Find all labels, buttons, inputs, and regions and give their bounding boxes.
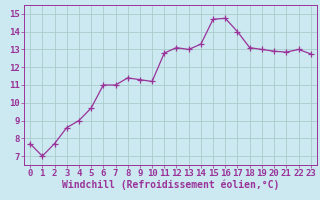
X-axis label: Windchill (Refroidissement éolien,°C): Windchill (Refroidissement éolien,°C) xyxy=(62,180,279,190)
